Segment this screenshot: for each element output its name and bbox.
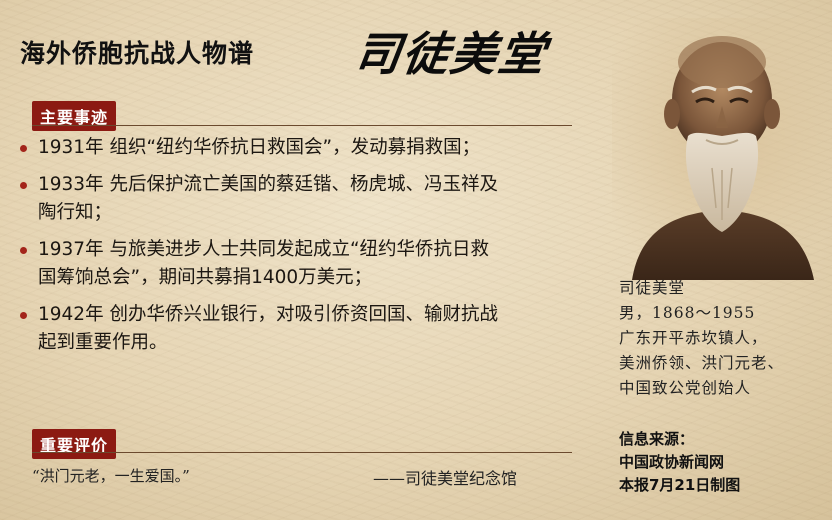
caption-origin: 广东开平赤坎镇人， <box>619 329 768 347</box>
deed-line: 1942年 创办华侨兴业银行，对吸引侨资回国、输财抗战 <box>38 304 498 325</box>
source-info: 信息来源： 中国政协新闻网 本报7月21日制图 <box>619 428 740 497</box>
source-date: 本报7月21日制图 <box>619 476 741 494</box>
deed-item: 1931年 组织“纽约华侨抗日救国会”，发动募捐救国； <box>20 134 610 162</box>
deed-item: 1937年 与旅美进步人士共同发起成立“纽约华侨抗日救 国筹饷总会”，期间共募捐… <box>20 236 610 292</box>
portrait-caption: 司徒美堂 男，1868～1955 广东开平赤坎镇人， 美洲侨领、洪门元老、 中国… <box>619 276 829 401</box>
deed-line: 1931年 组织“纽约华侨抗日救国会”，发动募捐救国； <box>38 137 481 158</box>
caption-role: 美洲侨领、洪门元老、 <box>619 354 785 372</box>
section-label-main-deeds: 主要事迹 <box>32 101 117 131</box>
deed-line: 国筹饷总会”，期间共募捐1400万美元； <box>38 267 373 288</box>
section-divider-main-deeds <box>32 125 572 126</box>
deed-item: 1942年 创办华侨兴业银行，对吸引侨资回国、输财抗战 起到重要作用。 <box>20 301 610 357</box>
deed-line: 起到重要作用。 <box>38 332 168 353</box>
caption-birth: 男，1868～1955 <box>619 304 756 322</box>
section-divider-evaluation <box>32 452 572 453</box>
caption-name: 司徒美堂 <box>619 279 686 297</box>
source-label: 信息来源： <box>619 430 695 448</box>
source-outlet: 中国政协新闻网 <box>619 453 725 471</box>
page-title: 海外侨胞抗战人物谱 <box>20 39 255 68</box>
deed-line: 1933年 先后保护流亡美国的蔡廷锴、杨虎城、冯玉祥及 <box>38 174 498 195</box>
section-label-evaluation: 重要评价 <box>32 429 117 459</box>
evaluation-source: ——司徒美堂纪念馆 <box>373 469 518 488</box>
caption-founder: 中国致公党创始人 <box>619 379 752 397</box>
bullet-icon <box>20 247 27 254</box>
deed-item: 1933年 先后保护流亡美国的蔡廷锴、杨虎城、冯玉祥及 陶行知； <box>20 171 610 227</box>
bullet-icon <box>20 312 27 319</box>
deeds-list: 1931年 组织“纽约华侨抗日救国会”，发动募捐救国； 1933年 先后保护流亡… <box>20 134 610 366</box>
calligraphy-name: 司徒美堂 <box>350 27 551 81</box>
bullet-icon <box>20 182 27 189</box>
deed-line: 陶行知； <box>38 202 113 223</box>
deed-line: 1937年 与旅美进步人士共同发起成立“纽约华侨抗日救 <box>38 239 490 260</box>
bullet-icon <box>20 145 27 152</box>
portrait-image <box>612 18 832 280</box>
evaluation-quote: “洪门元老，一生爱国。” <box>32 467 190 485</box>
